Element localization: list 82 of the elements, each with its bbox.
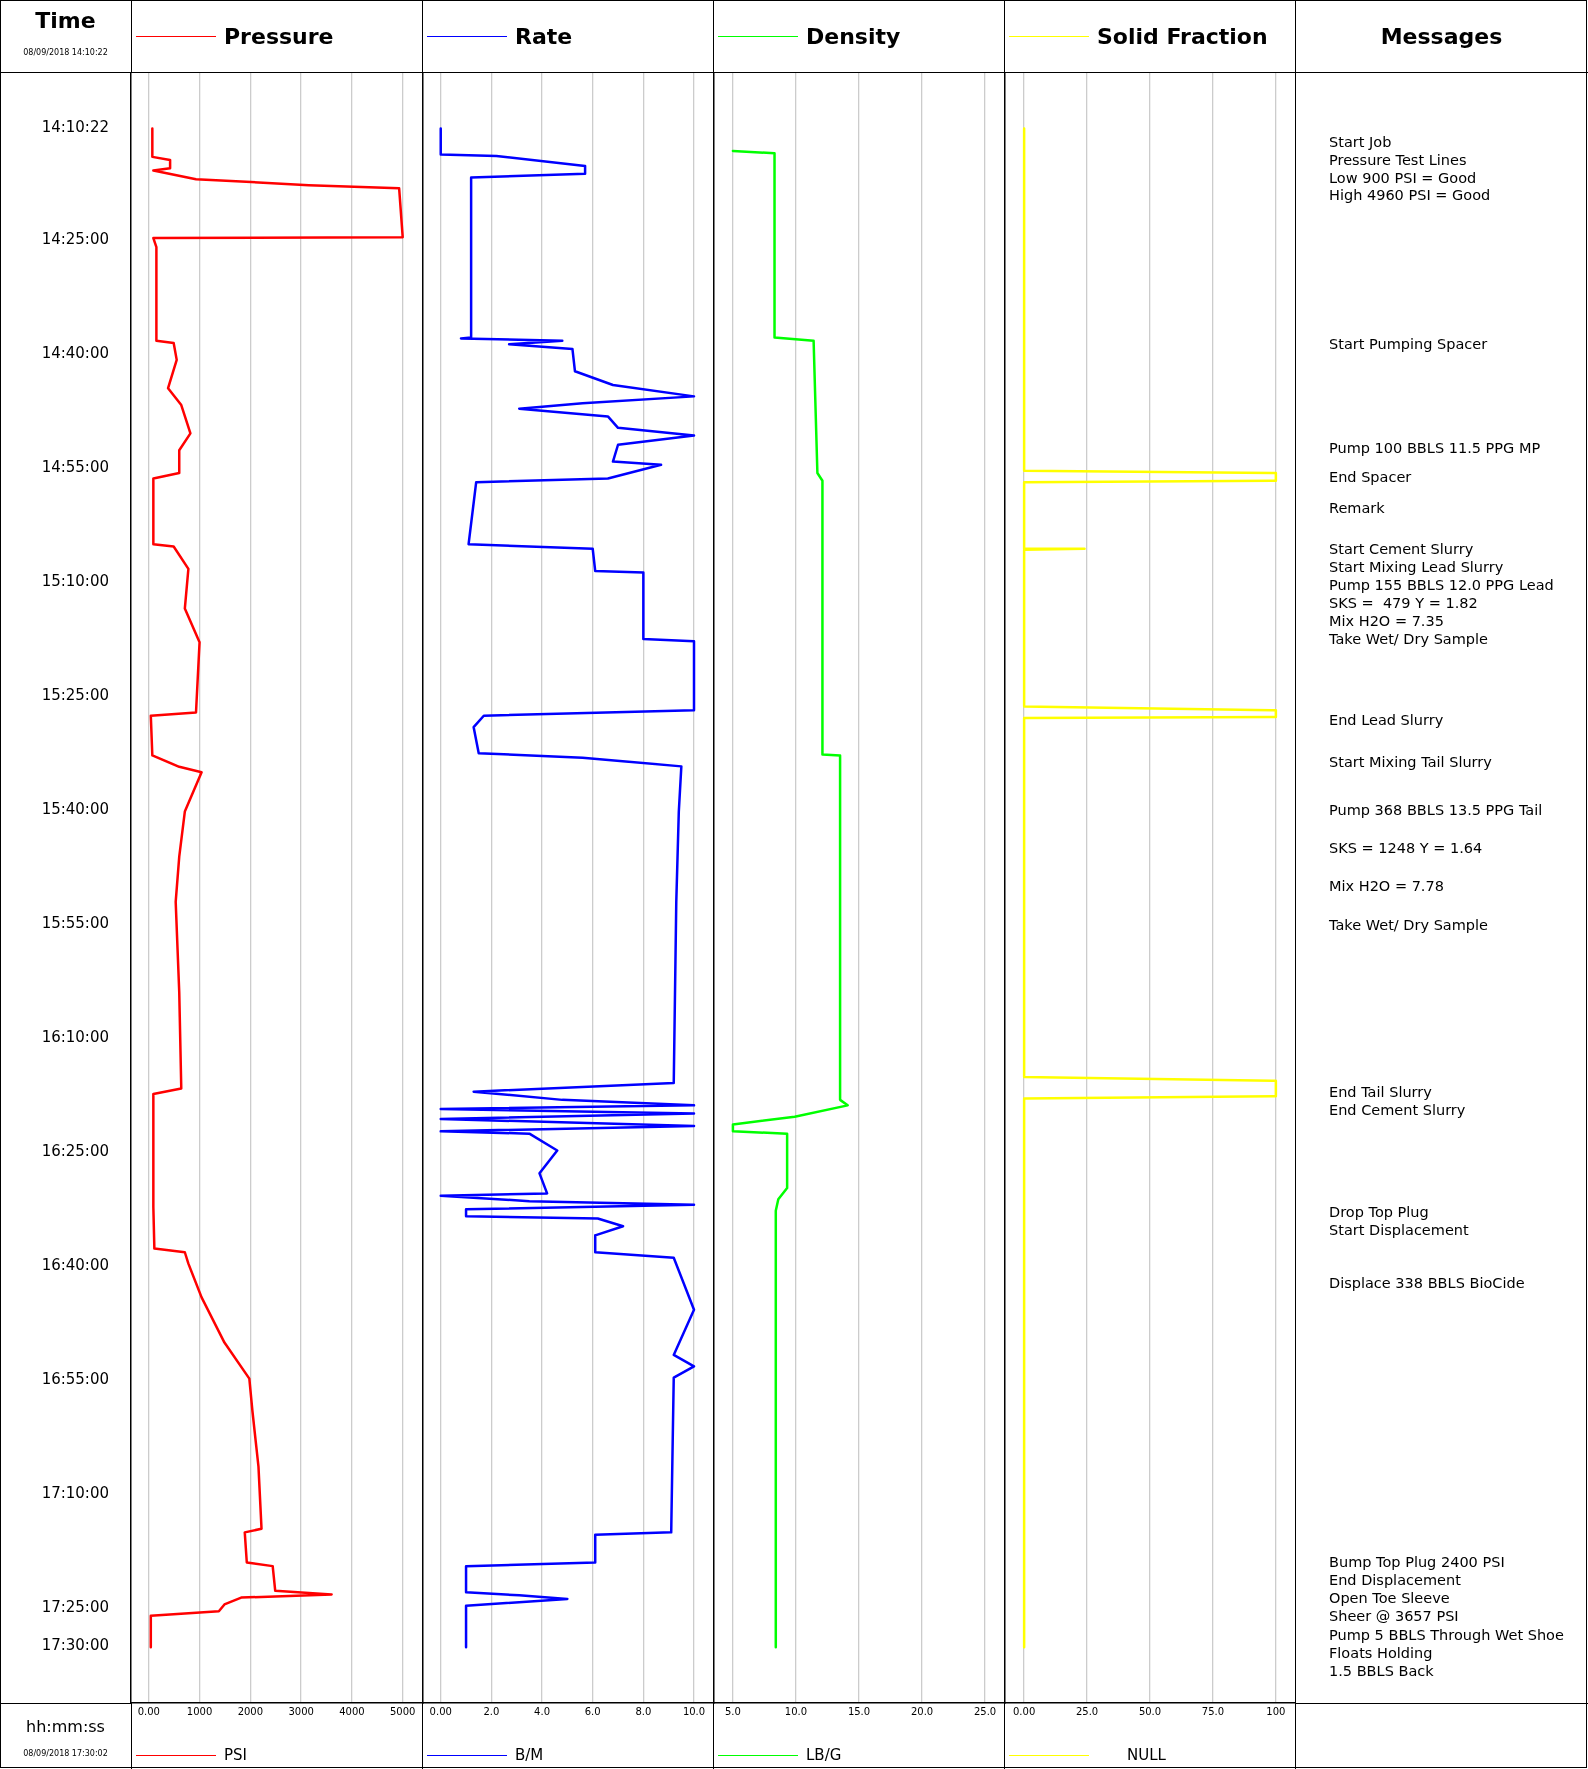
x-tick-label: 100 (1266, 1705, 1286, 1717)
x-tick-label: 75.0 (1201, 1705, 1225, 1717)
text: Start Mixing Lead Slurry (1329, 558, 1504, 577)
text: End Displacement (1329, 1571, 1461, 1590)
legend-label: Solid Fraction (1097, 23, 1268, 49)
x-tick-label: 25.0 (1075, 1705, 1099, 1717)
x-tick-label: 2000 (237, 1705, 264, 1717)
x-tick-label: 2.0 (483, 1705, 500, 1717)
x-tick-label: 1000 (186, 1705, 213, 1717)
y-tick-label: 15:40:00 (41, 799, 109, 818)
y-axis-title: Time (34, 8, 97, 33)
y-tick-label: 17:30:00 (41, 1636, 109, 1655)
y-tick-label: 17:25:00 (41, 1598, 109, 1617)
text: Start Pumping Spacer (1329, 335, 1488, 353)
text: Mix H2O = 7.35 (1329, 612, 1444, 631)
text: Bump Top Plug 2400 PSI (1329, 1553, 1505, 1572)
y-tick-label: 16:10:00 (41, 1028, 109, 1047)
x-tick-label: 10.0 (682, 1705, 706, 1717)
text: Displace 338 BBLS BioCide (1329, 1274, 1525, 1293)
x-tick-label: 4000 (339, 1705, 365, 1717)
legend-label: Pressure (224, 23, 334, 49)
x-tick-label: 20.0 (910, 1705, 934, 1717)
text: High 4960 PSI = Good (1329, 186, 1491, 205)
y-tick-label: 15:55:00 (41, 913, 109, 932)
y-tick-label: 14:55:00 (41, 457, 109, 476)
x-axis-title: B/M (515, 1746, 544, 1764)
text: Pressure Test Lines (1329, 151, 1467, 170)
text: Start Displacement (1329, 1221, 1469, 1240)
text: Pump 368 BBLS 13.5 PPG Tail (1329, 800, 1543, 819)
text: Mix H2O = 7.78 (1329, 877, 1444, 896)
x-tick-label: 0.00 (137, 1705, 160, 1717)
y-tick-label: 15:10:00 (41, 571, 109, 590)
x-tick-label: 4.0 (534, 1705, 550, 1717)
text: SKS = 479 Y = 1.82 (1329, 594, 1478, 613)
text: Open Toe Sleeve (1329, 1589, 1450, 1608)
text: Start Job (1329, 133, 1392, 152)
y-tick-label: 16:55:00 (41, 1370, 109, 1389)
text: Take Wet/ Dry Sample (1329, 915, 1489, 934)
text: Pump 5 BBLS Through Wet Shoe (1329, 1626, 1564, 1645)
x-tick-label: 5000 (389, 1705, 416, 1717)
x-axis-title: PSI (224, 1746, 247, 1764)
x-tick-label: 5.0 (724, 1705, 741, 1717)
y-tick-label: 16:25:00 (41, 1142, 109, 1161)
text: End Spacer (1329, 468, 1412, 487)
text: Floats Holding (1329, 1644, 1433, 1663)
text: Start Cement Slurry (1329, 540, 1474, 559)
text: End Cement Slurry (1329, 1100, 1466, 1119)
y-tick-label: 16:40:00 (41, 1256, 109, 1275)
y-tick-label: 17:10:00 (41, 1484, 109, 1503)
y-tick-label: 14:40:00 (41, 343, 109, 362)
text: Sheer @ 3657 PSI (1329, 1607, 1459, 1626)
text: Start Mixing Tail Slurry (1329, 753, 1492, 772)
text: 1.5 BBLS Back (1329, 1662, 1434, 1681)
x-axis-title: LB/G (806, 1746, 842, 1764)
text: End Lead Slurry (1329, 710, 1444, 729)
text: Take Wet/ Dry Sample (1329, 630, 1489, 649)
text: 08/09/2018 14:10:22 (22, 48, 109, 57)
text: Pump 155 BBLS 12.0 PPG Lead (1329, 576, 1554, 595)
text: Low 900 PSI = Good (1329, 169, 1477, 188)
x-tick-label: 3000 (288, 1705, 314, 1717)
x-axis-title: NULL (1127, 1746, 1166, 1764)
x-tick-label: 8.0 (635, 1705, 652, 1717)
x-tick-label: 0.00 (429, 1705, 452, 1717)
y-tick-label: 14:10:22 (41, 118, 109, 137)
x-tick-label: 6.0 (584, 1705, 601, 1717)
y-tick-label: 15:25:00 (41, 685, 109, 704)
x-tick-label: 50.0 (1138, 1705, 1162, 1717)
text: Pump 100 BBLS 11.5 PPG MP (1329, 438, 1541, 457)
x-tick-label: 15.0 (847, 1705, 871, 1717)
x-tick-label: 25.0 (973, 1705, 997, 1717)
text: SKS = 1248 Y = 1.64 (1329, 839, 1483, 858)
text: Remark (1329, 498, 1385, 517)
text: hh:mm:ss (25, 1717, 106, 1736)
x-tick-label: 10.0 (784, 1705, 808, 1717)
y-tick-label: 14:25:00 (41, 229, 109, 248)
text: End Tail Slurry (1329, 1082, 1432, 1101)
text: Drop Top Plug (1329, 1203, 1429, 1222)
text: Messages (1379, 22, 1504, 51)
text: 08/09/2018 17:30:02 (22, 1749, 109, 1758)
x-tick-label: 0.00 (1013, 1705, 1036, 1717)
legend-label: Rate (515, 23, 573, 49)
legend-label: Density (806, 23, 901, 49)
